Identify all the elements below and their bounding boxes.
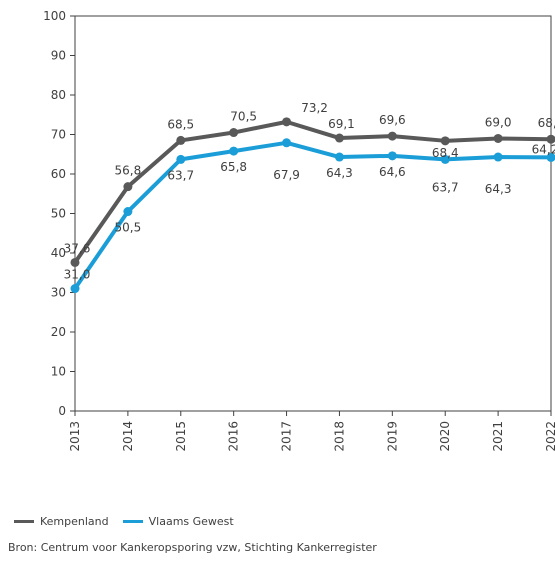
- data-point: [440, 136, 450, 146]
- source-note: Bron: Centrum voor Kankeropsporing vzw, …: [8, 541, 377, 554]
- data-point: [387, 131, 397, 141]
- series-line: [73, 140, 553, 291]
- y-tick-label: 90: [51, 49, 66, 63]
- data-label: 68,8: [538, 116, 555, 130]
- y-tick-label: 70: [51, 128, 66, 142]
- data-point: [70, 284, 80, 294]
- data-label: 68,4: [432, 146, 459, 160]
- data-label: 50,5: [115, 221, 142, 235]
- data-label: 69,0: [485, 115, 512, 129]
- data-label: 64,3: [326, 166, 353, 180]
- data-label: 37,6: [64, 241, 91, 255]
- x-tick-label: 2016: [227, 421, 241, 452]
- legend-label-kempenland: Kempenland: [40, 515, 109, 528]
- data-point: [546, 134, 555, 144]
- legend-label-vlaams-gewest: Vlaams Gewest: [148, 515, 234, 528]
- x-tick-label: 2018: [332, 421, 346, 452]
- y-tick-label: 30: [51, 286, 66, 300]
- x-tick-label: 2013: [68, 421, 82, 452]
- data-point: [334, 152, 344, 162]
- y-tick-label: 80: [51, 88, 66, 102]
- x-tick-label: 2019: [385, 421, 399, 452]
- data-label: 68,5: [167, 117, 194, 131]
- data-point: [282, 138, 292, 148]
- legend-item-kempenland: Kempenland: [14, 515, 109, 528]
- y-tick-label: 100: [43, 9, 66, 23]
- data-label: 65,8: [220, 160, 247, 174]
- data-point: [176, 135, 186, 145]
- y-tick-label: 10: [51, 365, 66, 379]
- data-label: 64,3: [485, 182, 512, 196]
- x-tick-label: 2022: [544, 421, 555, 452]
- x-tick-label: 2020: [438, 421, 452, 452]
- line-chart: 0 10 20 30 40 50 60 70 80 90 100 2013 2014 2015 2016 20…: [43, 9, 555, 452]
- data-label: 70,5: [230, 110, 257, 124]
- chart-series: [70, 117, 555, 294]
- data-point: [546, 152, 555, 162]
- data-point: [70, 257, 80, 267]
- x-tick-label: 2017: [280, 421, 294, 452]
- data-label: 69,1: [328, 117, 355, 131]
- data-label: 56,8: [115, 164, 142, 178]
- series-line: [73, 119, 553, 265]
- data-label: 69,6: [379, 113, 406, 127]
- x-tick-label: 2021: [491, 421, 505, 452]
- data-point: [123, 207, 133, 217]
- data-point: [440, 154, 450, 164]
- data-point: [493, 152, 503, 162]
- data-label: 63,7: [167, 168, 194, 182]
- y-tick-label: 50: [51, 207, 66, 221]
- data-point: [229, 146, 239, 156]
- chart-legend: Kempenland Vlaams Gewest: [14, 515, 248, 528]
- data-point: [123, 182, 133, 192]
- chart-axes: 0 10 20 30 40 50 60 70 80 90 100 2013 2014 2015 2016 20…: [43, 9, 555, 452]
- data-point: [387, 151, 397, 161]
- y-tick-label: 40: [51, 246, 66, 260]
- data-point: [334, 133, 344, 143]
- data-label: 64,6: [379, 165, 406, 179]
- data-label: 67,9: [273, 168, 300, 182]
- legend-swatch-kempenland: [14, 520, 34, 523]
- plot-frame: [74, 15, 552, 412]
- chart-data-labels: 37,6 56,8 68,5 70,5 73,269,1 69,6 68,4 69,0 68,8…: [64, 101, 555, 282]
- data-point: [493, 133, 503, 143]
- data-label: 31,0: [64, 268, 91, 282]
- data-label: 73,2: [301, 101, 328, 115]
- x-tick-label: 2014: [121, 421, 135, 452]
- data-point: [176, 154, 186, 164]
- y-tick-label: 0: [58, 404, 66, 418]
- data-label: 64,2: [532, 142, 555, 156]
- data-point: [282, 117, 292, 127]
- x-tick-label: 2015: [174, 421, 188, 452]
- legend-swatch-vlaams-gewest: [122, 520, 143, 523]
- y-tick-label: 60: [51, 167, 66, 181]
- data-label: 63,7: [432, 180, 459, 194]
- data-point: [229, 128, 239, 138]
- y-tick-label: 20: [51, 325, 66, 339]
- legend-item-vlaams-gewest: Vlaams Gewest: [122, 515, 234, 528]
